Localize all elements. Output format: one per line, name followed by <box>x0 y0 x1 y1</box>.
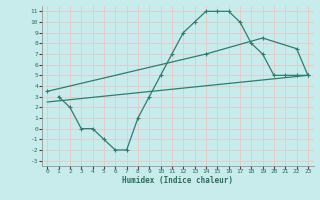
X-axis label: Humidex (Indice chaleur): Humidex (Indice chaleur) <box>122 176 233 185</box>
